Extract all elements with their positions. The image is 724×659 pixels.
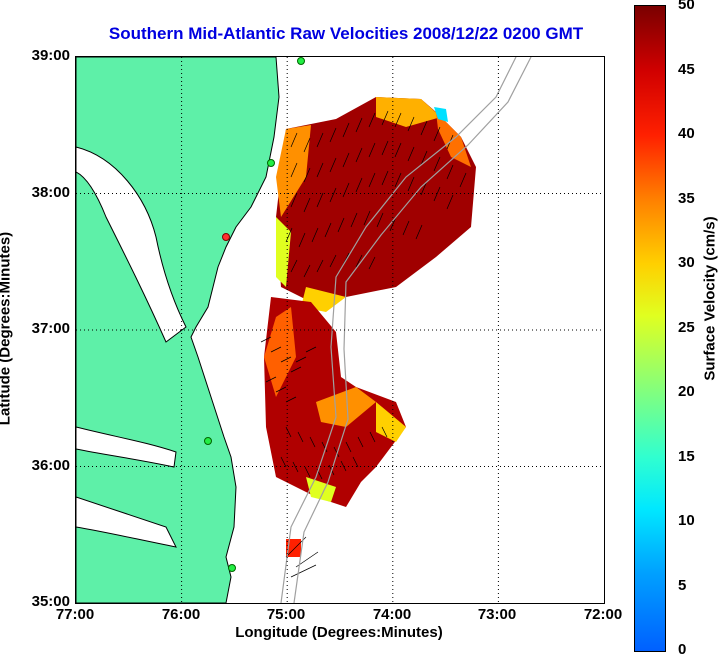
colorbar-tick: 10 [678, 512, 695, 529]
y-axis-label: Latitude (Degrees:Minutes) [0, 231, 14, 426]
colorbar-tick: 25 [678, 319, 695, 336]
map-title: Southern Mid-Atlantic Raw Velocities 200… [108, 24, 584, 43]
sound-water [76, 496, 177, 548]
x-tick-label: 72:00 [583, 606, 623, 623]
colorbar-tick: 35 [678, 190, 695, 207]
y-tick-label: 37:00 [31, 320, 70, 337]
colorbar-tick: 40 [678, 125, 695, 142]
x-tick-label: 74:00 [372, 606, 412, 623]
radar-stations [204, 57, 305, 572]
colorbar-tick: 50 [678, 0, 695, 13]
y-tick-label: 38:00 [31, 184, 70, 201]
x-tick-label: 75:00 [266, 606, 306, 623]
x-tick-label: 76:00 [161, 606, 201, 623]
chesapeake-bay [76, 146, 187, 343]
colorbar [634, 5, 666, 652]
colorbar-tick: 0 [678, 641, 687, 658]
bathymetry-contours [280, 57, 532, 603]
x-axis-label: Longitude (Degrees:Minutes) [235, 624, 443, 641]
x-tick-label: 77:00 [55, 606, 95, 623]
colorbar-tick: 45 [678, 61, 695, 78]
map-canvas [76, 57, 604, 603]
map-grid [76, 57, 604, 603]
colorbar-tick: 20 [678, 383, 695, 400]
x-tick-label: 73:00 [477, 606, 517, 623]
colorbar-label: Surface Velocity (cm/s) [701, 216, 719, 381]
colorbar-tick: 30 [678, 254, 695, 271]
colorbar-tick: 5 [678, 577, 687, 594]
y-tick-label: 36:00 [31, 457, 70, 474]
map-plot-area [75, 56, 605, 604]
colorbar-tick: 15 [678, 448, 695, 465]
y-tick-label: 35:00 [31, 593, 70, 610]
y-tick-label: 39:00 [31, 47, 70, 64]
sound-water-2 [76, 426, 177, 468]
